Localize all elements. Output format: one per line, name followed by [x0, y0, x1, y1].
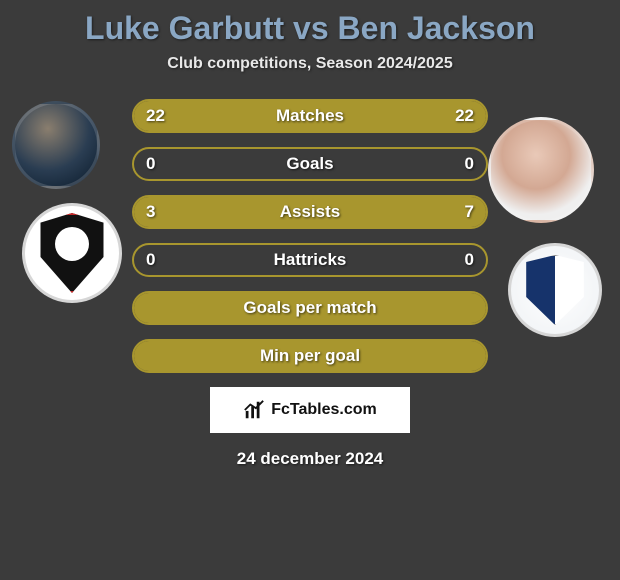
crest-team-left-bg	[25, 206, 119, 300]
crest-team-right	[508, 243, 602, 337]
chart-icon	[243, 399, 265, 421]
stat-value-right: 0	[465, 154, 474, 174]
stat-value-right: 7	[465, 202, 474, 222]
stat-label: Matches	[276, 106, 344, 126]
stats-container: 22 22 Matches 0 0 Goals 3 7 Assists 0 0 Hattricks Go…	[132, 93, 488, 373]
stat-value-right: 22	[455, 106, 474, 126]
avatar-player-right	[488, 117, 594, 223]
stat-label: Min per goal	[260, 346, 360, 366]
stat-value-left: 3	[146, 202, 155, 222]
stat-label: Hattricks	[274, 250, 347, 270]
stat-label: Goals per match	[243, 298, 376, 318]
title-vs: vs	[293, 10, 329, 46]
footer-date: 24 december 2024	[0, 449, 620, 469]
brand-text: FcTables.com	[271, 401, 377, 419]
stat-label: Goals	[286, 154, 333, 174]
stat-row: Min per goal	[132, 339, 488, 373]
title-player-left: Luke Garbutt	[85, 10, 284, 46]
stat-row: 0 0 Goals	[132, 147, 488, 181]
shield-icon	[523, 255, 587, 325]
page-subtitle: Club competitions, Season 2024/2025	[0, 55, 620, 73]
title-player-right: Ben Jackson	[338, 10, 535, 46]
page-title: Luke Garbutt vs Ben Jackson	[0, 0, 620, 47]
crest-team-right-bg	[511, 246, 599, 334]
stat-label: Assists	[280, 202, 340, 222]
brand-badge: FcTables.com	[210, 387, 410, 433]
stat-row: Goals per match	[132, 291, 488, 325]
stat-value-right: 0	[465, 250, 474, 270]
stat-row: 3 7 Assists	[132, 195, 488, 229]
stat-value-left: 0	[146, 154, 155, 174]
crest-team-left	[22, 203, 122, 303]
stat-row: 0 0 Hattricks	[132, 243, 488, 277]
stat-value-left: 0	[146, 250, 155, 270]
stat-row: 22 22 Matches	[132, 99, 488, 133]
shield-icon	[37, 213, 107, 293]
avatar-player-left	[12, 101, 100, 189]
stat-value-left: 22	[146, 106, 165, 126]
stat-fill-right	[240, 197, 486, 227]
comparison-content: 22 22 Matches 0 0 Goals 3 7 Assists 0 0 Hattricks Go…	[0, 93, 620, 469]
